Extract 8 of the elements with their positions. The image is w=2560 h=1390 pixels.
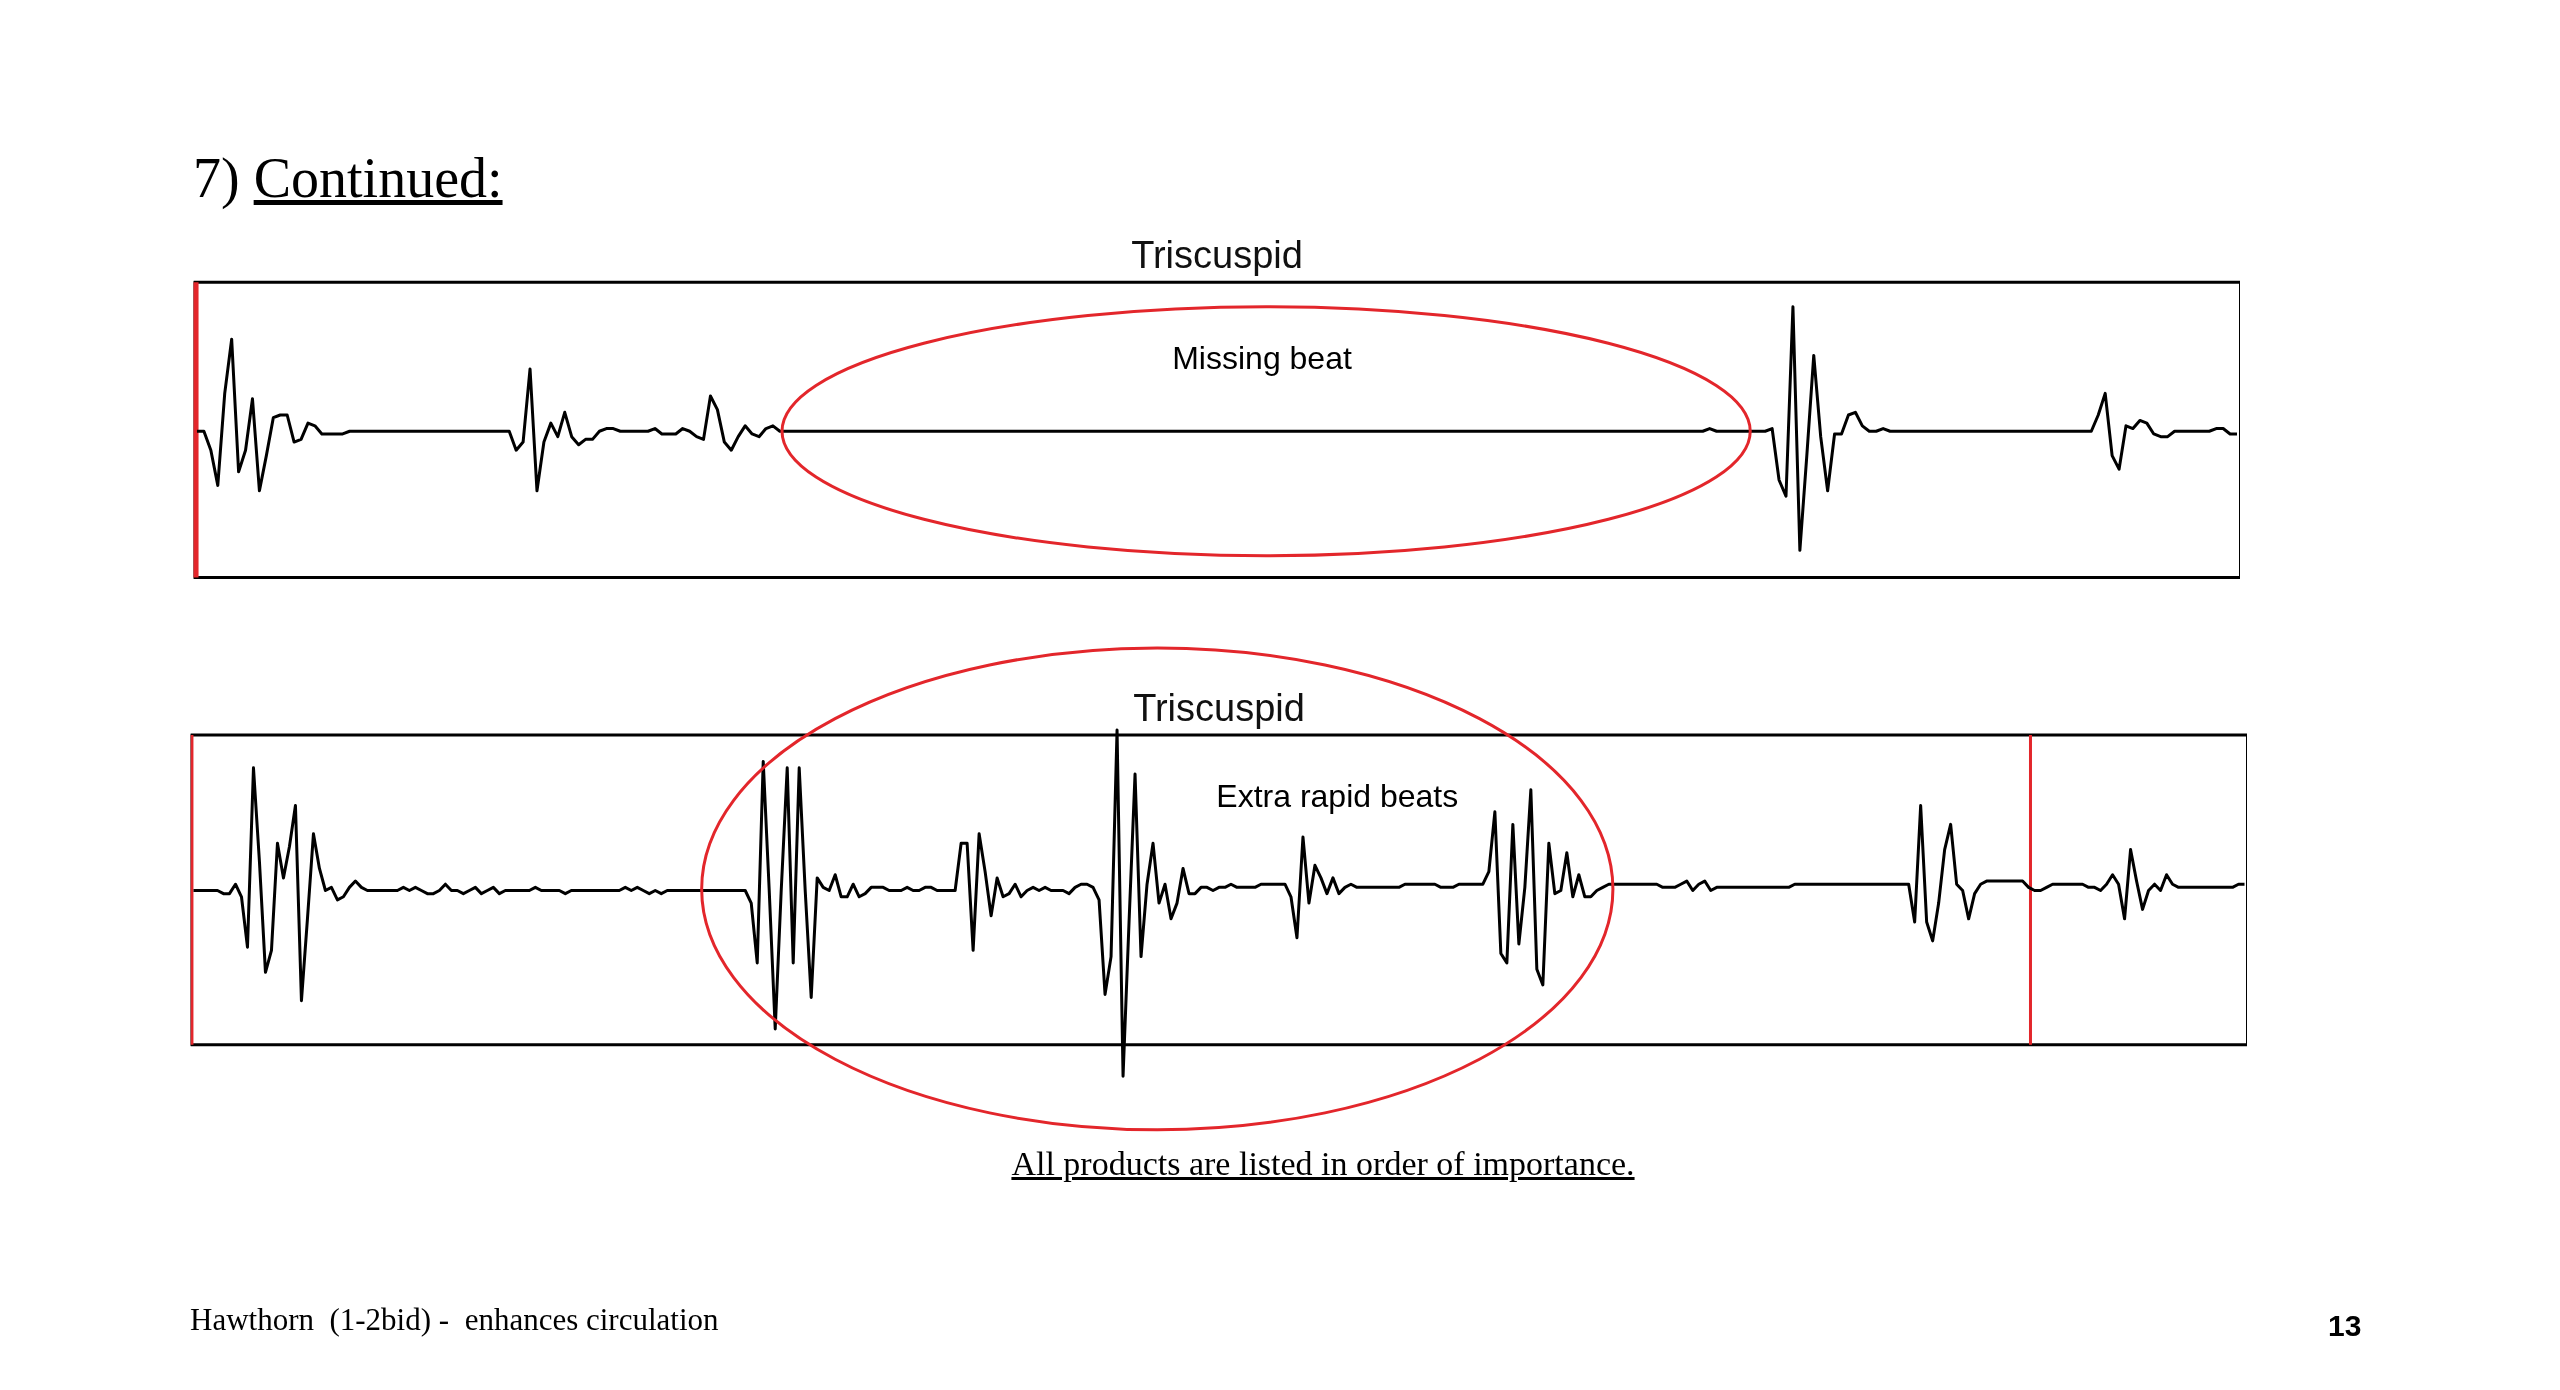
text: All products are listed in order of importance. bbox=[1010, 1145, 1636, 1183]
text: 13 bbox=[2328, 1309, 2362, 1342]
annotation: Missing beat bbox=[1172, 340, 1352, 377]
text: 7) Continued: bbox=[193, 147, 503, 209]
chart-title: Triscuspid bbox=[1133, 686, 1305, 729]
chart-title: Triscuspid bbox=[1131, 234, 1303, 277]
annotation: Extra rapid beats bbox=[1216, 778, 1459, 815]
text: Hawthorn (1-2bid) - enhances circulation bbox=[190, 1302, 719, 1338]
